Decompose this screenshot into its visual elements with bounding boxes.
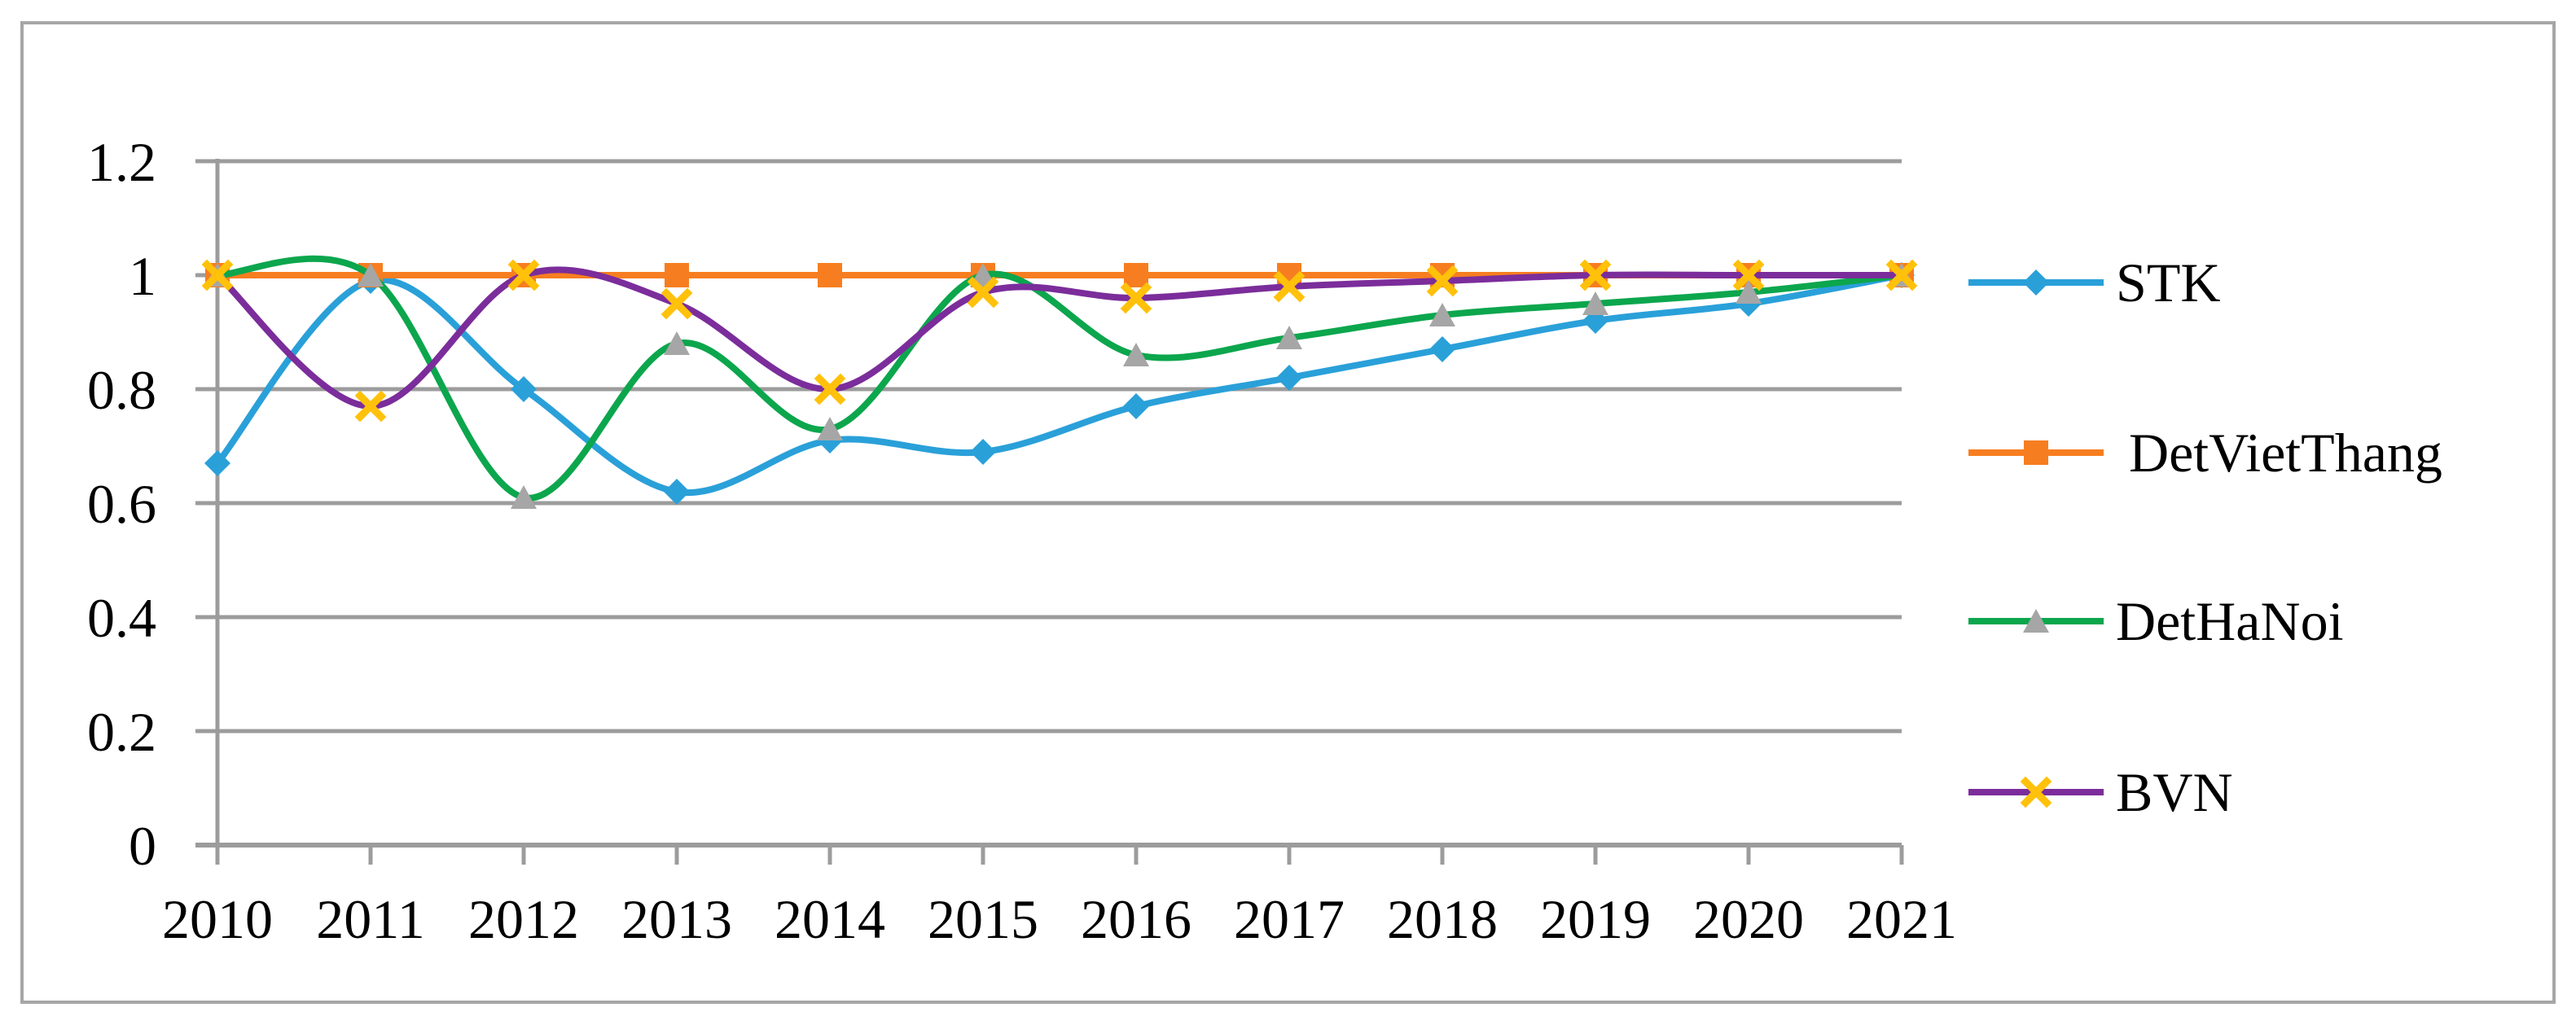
- legend-marker-x-icon: [2020, 776, 2052, 808]
- legend-label: DetHaNoi: [2116, 590, 2343, 652]
- marker-BVN-2019: [1579, 259, 1612, 291]
- marker-DetVietThang-2016: [1124, 263, 1148, 287]
- x-tick-label: 2020: [1693, 888, 1804, 950]
- legend-label: DetVietThang: [2129, 422, 2442, 484]
- y-tick-label: 1.2: [87, 131, 156, 193]
- marker-DetHaNoi-2014: [817, 417, 843, 440]
- y-tick-label: 0.4: [87, 587, 156, 649]
- marker-DetHaNoi-2020: [1736, 280, 1762, 304]
- marker-BVN-2011: [354, 390, 387, 423]
- marker-BVN-2016: [1120, 282, 1152, 314]
- y-tick-label: 0.6: [87, 473, 156, 535]
- marker-BVN-2018: [1426, 265, 1459, 297]
- marker-STK-2016: [1123, 393, 1149, 419]
- x-tick-label: 2014: [775, 888, 885, 950]
- marker-BVN-2021: [1885, 259, 1918, 291]
- marker-BVN-2014: [814, 373, 846, 405]
- y-tick-label: 0: [129, 815, 156, 877]
- series-line-DetHaNoi: [214, 255, 1905, 502]
- marker-STK-2010: [204, 450, 230, 476]
- marker-DetVietThang-2014: [818, 263, 842, 287]
- marker-STK-2017: [1276, 365, 1302, 391]
- marker-STK-2015: [970, 439, 996, 465]
- x-tick-label: 2021: [1846, 888, 1957, 950]
- x-tick-label: 2017: [1234, 888, 1345, 950]
- marker-DetHaNoi-2011: [358, 263, 384, 287]
- y-tick-label: 0.2: [87, 701, 156, 763]
- legend-marker-triangle-icon: [2023, 609, 2049, 633]
- legend-label: STK: [2116, 252, 2220, 313]
- marker-STK-2018: [1429, 336, 1455, 362]
- x-tick-label: 2016: [1081, 888, 1191, 950]
- x-tick-label: 2011: [316, 888, 424, 950]
- marker-BVN-2020: [1732, 259, 1765, 291]
- marker-STK-2012: [511, 376, 537, 402]
- figure-border: [20, 21, 2556, 1004]
- marker-DetHaNoi-2013: [664, 331, 690, 355]
- x-tick-label: 2013: [621, 888, 732, 950]
- y-tick-label: 0.8: [87, 359, 156, 421]
- marker-BVN-2015: [967, 276, 999, 309]
- marker-DetHaNoi-2016: [1123, 343, 1149, 366]
- x-tick-label: 2012: [468, 888, 579, 950]
- x-tick-label: 2018: [1387, 888, 1498, 950]
- marker-DetHaNoi-2018: [1429, 303, 1455, 326]
- marker-BVN-2013: [660, 287, 693, 320]
- marker-DetHaNoi-2017: [1276, 326, 1302, 349]
- x-tick-label: 2015: [928, 888, 1038, 950]
- marker-BVN-2017: [1273, 270, 1306, 303]
- marker-DetHaNoi-2012: [511, 485, 537, 509]
- marker-STK-2013: [664, 479, 690, 505]
- x-tick-label: 2010: [162, 888, 273, 950]
- legend-marker-diamond-icon: [2023, 269, 2049, 296]
- x-tick-label: 2019: [1540, 888, 1651, 950]
- legend-label: BVN: [2116, 761, 2233, 823]
- marker-BVN-2012: [507, 259, 540, 291]
- marker-DetHaNoi-2019: [1582, 291, 1608, 315]
- legend-marker-square-icon: [2024, 440, 2048, 465]
- marker-BVN-2010: [201, 259, 234, 291]
- y-tick-label: 1: [129, 245, 156, 307]
- marker-DetVietThang-2013: [665, 263, 689, 287]
